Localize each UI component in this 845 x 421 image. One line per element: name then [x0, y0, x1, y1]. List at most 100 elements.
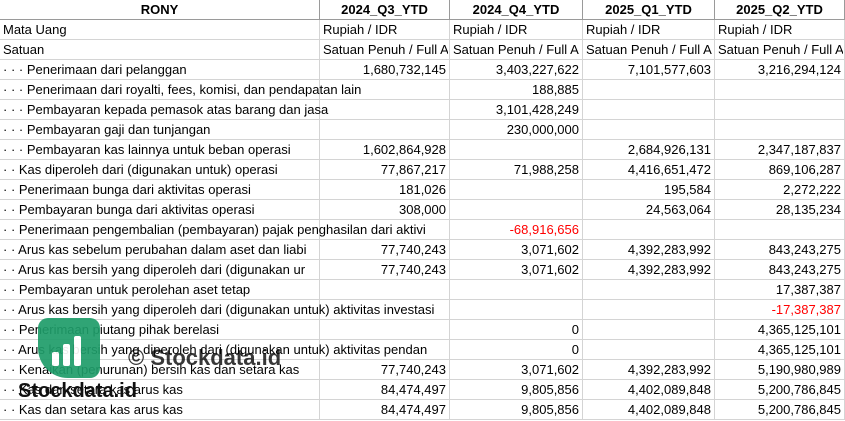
value-cell [715, 100, 845, 120]
value-cell [320, 80, 450, 100]
value-cell [450, 200, 583, 220]
value-cell-text: 1,680,732,145 [362, 62, 446, 77]
value-cell [715, 80, 845, 100]
value-cell-text: 4,416,651,472 [627, 162, 711, 177]
value-cell: 308,000 [320, 200, 450, 220]
value-cell: 230,000,000 [450, 120, 583, 140]
value-cell: 5,190,980,989 [715, 360, 845, 380]
row-label-text: Mata Uang [3, 22, 67, 37]
value-cell [583, 80, 715, 100]
row-label: · · Arus kas bersih yang diperoleh dari … [0, 340, 427, 360]
value-cell [320, 340, 450, 360]
value-cell: 77,740,243 [320, 260, 450, 280]
value-cell: 869,106,287 [715, 160, 845, 180]
value-cell-text: 5,200,786,845 [757, 402, 841, 417]
header-cell-text: 2025_Q2_YTD [736, 2, 823, 17]
value-cell: 843,243,275 [715, 260, 845, 280]
value-cell-text: 4,365,125,101 [757, 342, 841, 357]
value-cell-text: 3,071,602 [521, 362, 579, 377]
value-cell-text: Satuan Penuh / Full A [718, 42, 843, 57]
value-cell: Rupiah / IDR [715, 20, 845, 40]
value-cell: 4,392,283,992 [583, 240, 715, 260]
value-cell: 24,563,064 [583, 200, 715, 220]
value-cell-text: 195,584 [664, 182, 711, 197]
header-cell-text: RONY [140, 2, 179, 17]
value-cell: 3,216,294,124 [715, 60, 845, 80]
value-cell-text: 84,474,497 [380, 402, 446, 417]
value-cell: Satuan Penuh / Full A [583, 40, 715, 60]
value-cell: 0 [450, 340, 583, 360]
value-cell-text: 7,101,577,603 [627, 62, 711, 77]
value-cell-text: 3,071,602 [521, 262, 579, 277]
value-cell-text: 77,740,243 [380, 262, 446, 277]
value-cell [715, 120, 845, 140]
value-cell: 28,135,234 [715, 200, 845, 220]
value-cell: 1,680,732,145 [320, 60, 450, 80]
value-cell-text: 2,684,926,131 [627, 142, 711, 157]
value-cell: Rupiah / IDR [450, 20, 583, 40]
value-cell-text: 1,602,864,928 [362, 142, 446, 157]
row-label: · · Penerimaan pengembalian (pembayaran)… [0, 220, 426, 240]
row-label: · · Penerimaan bunga dari aktivitas oper… [0, 180, 320, 200]
value-cell: 5,200,786,845 [715, 400, 845, 420]
value-cell-text: Rupiah / IDR [718, 22, 793, 37]
value-cell: 1,602,864,928 [320, 140, 450, 160]
value-cell: 195,584 [583, 180, 715, 200]
row-label: · · Penerimaan piutang pihak berelasi [0, 320, 320, 340]
row-label: · · Kas diperoleh dari (digunakan untuk)… [0, 160, 320, 180]
value-cell: 3,071,602 [450, 240, 583, 260]
row-label: · · · Penerimaan dari royalti, fees, kom… [0, 80, 361, 100]
value-cell: 9,805,856 [450, 380, 583, 400]
value-cell: 2,684,926,131 [583, 140, 715, 160]
value-cell [583, 320, 715, 340]
row-label: · · Kenaikan (penurunan) bersih kas dan … [0, 360, 320, 380]
value-cell: -68,916,656 [450, 220, 583, 240]
value-cell-text: -17,387,387 [771, 302, 841, 317]
row-label-text: · · Arus kas sebelum perubahan dalam ase… [3, 242, 307, 257]
value-cell-text: 3,403,227,622 [495, 62, 579, 77]
value-cell-text: 181,026 [399, 182, 446, 197]
row-label: · · Pembayaran bunga dari aktivitas oper… [0, 200, 320, 220]
value-cell-text: 4,402,089,848 [627, 402, 711, 417]
value-cell-text: 2,347,187,837 [757, 142, 841, 157]
value-cell-text: 869,106,287 [768, 162, 841, 177]
value-cell [320, 320, 450, 340]
row-label-text: · · Arus kas bersih yang diperoleh dari … [3, 342, 428, 357]
value-cell-text: 84,474,497 [380, 382, 446, 397]
value-cell-text: 3,216,294,124 [757, 62, 841, 77]
value-cell: 0 [450, 320, 583, 340]
value-cell-text: Satuan Penuh / Full A [586, 42, 712, 57]
value-cell: Rupiah / IDR [320, 20, 450, 40]
value-cell-text: 308,000 [399, 202, 446, 217]
value-cell: 3,101,428,249 [450, 100, 583, 120]
value-cell [583, 340, 715, 360]
value-cell [583, 300, 715, 320]
row-label: · · Arus kas bersih yang diperoleh dari … [0, 260, 320, 280]
header-cell-text: 2024_Q3_YTD [341, 2, 428, 17]
row-label: Satuan [0, 40, 320, 60]
value-cell [320, 300, 450, 320]
value-cell: 4,392,283,992 [583, 360, 715, 380]
value-cell-text: 9,805,856 [521, 382, 579, 397]
value-cell: 2,347,187,837 [715, 140, 845, 160]
value-cell: 84,474,497 [320, 380, 450, 400]
value-cell [320, 280, 450, 300]
row-label: · · Pembayaran untuk perolehan aset teta… [0, 280, 320, 300]
value-cell [320, 120, 450, 140]
row-label-text: · · Penerimaan pengembalian (pembayaran)… [3, 222, 426, 237]
value-cell: 4,365,125,101 [715, 340, 845, 360]
value-cell-text: 0 [571, 342, 579, 357]
value-cell: 7,101,577,603 [583, 60, 715, 80]
value-cell-text: 77,867,217 [380, 162, 446, 177]
header-cell-text: 2024_Q4_YTD [472, 2, 560, 17]
value-cell-text: 230,000,000 [506, 122, 579, 137]
value-cell [450, 280, 583, 300]
value-cell-text: 843,243,275 [768, 262, 841, 277]
row-label: · · · Pembayaran kepada pemasok atas bar… [0, 100, 328, 120]
value-cell: 843,243,275 [715, 240, 845, 260]
value-cell-text: 71,988,258 [513, 162, 579, 177]
value-cell: Satuan Penuh / Full A [320, 40, 450, 60]
value-cell: 9,805,856 [450, 400, 583, 420]
